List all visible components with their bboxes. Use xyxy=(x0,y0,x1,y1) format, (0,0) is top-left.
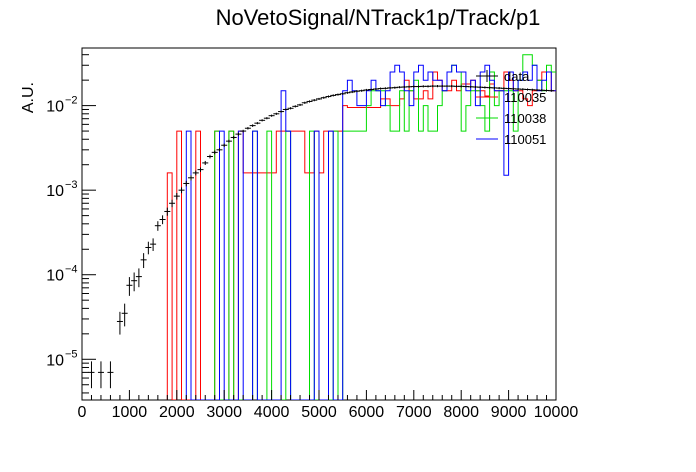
x-tick-label: 1000 xyxy=(112,404,148,421)
x-tick-label: 3000 xyxy=(206,404,242,421)
data-point xyxy=(339,92,346,95)
data-point xyxy=(154,221,161,231)
data-point xyxy=(548,89,555,92)
data-point xyxy=(150,238,157,251)
data-point xyxy=(202,160,209,165)
data-point xyxy=(230,136,237,139)
data-point xyxy=(254,122,261,125)
data-point xyxy=(140,253,147,269)
data-point xyxy=(131,272,138,292)
data-point xyxy=(344,91,351,94)
data-point xyxy=(301,101,308,104)
x-tick-label: 8000 xyxy=(443,404,479,421)
y-tick-label: 10 xyxy=(46,99,64,116)
data-point xyxy=(211,150,218,155)
y-tick-exponent: −5 xyxy=(65,348,78,360)
legend-label: 110051 xyxy=(504,132,546,147)
y-tick-exponent: −4 xyxy=(65,264,78,276)
data-point xyxy=(121,303,128,327)
data-point xyxy=(225,139,232,143)
series-layer xyxy=(166,54,556,400)
legend: data 110035 110038 110051 xyxy=(476,69,546,147)
legend-label: data xyxy=(504,69,530,84)
data-point xyxy=(273,112,280,115)
data-point xyxy=(263,117,270,120)
y-tick-exponent: −3 xyxy=(65,179,78,191)
legend-label: 110035 xyxy=(504,90,546,105)
legend-entry-110038: 110038 xyxy=(476,111,546,126)
data-point xyxy=(282,108,289,111)
data-point xyxy=(259,119,266,122)
series-110035-histogram xyxy=(166,71,556,400)
data-point xyxy=(88,361,95,389)
data-point xyxy=(297,103,304,106)
data-points-layer xyxy=(88,85,555,389)
chart-title: NoVetoSignal/NTrack1p/Track/p1 xyxy=(216,5,541,30)
data-point xyxy=(311,99,318,102)
y-axis-label: A.U. xyxy=(20,82,37,113)
y-tick-label: 10 xyxy=(46,352,64,369)
series-110038-histogram xyxy=(214,54,556,400)
legend-entry-110051: 110051 xyxy=(476,132,546,147)
x-tick-label: 9000 xyxy=(491,404,527,421)
x-tick-label: 5000 xyxy=(301,404,337,421)
legend-label: 110038 xyxy=(504,111,546,126)
data-point xyxy=(330,94,337,97)
data-point xyxy=(107,361,114,389)
data-point xyxy=(97,361,104,389)
data-point xyxy=(316,97,322,101)
data-point xyxy=(206,154,213,159)
y-tick-label: 10 xyxy=(46,268,64,285)
x-tick-label: 4000 xyxy=(254,404,290,421)
x-tick-label: 0 xyxy=(78,404,87,421)
y-tick-exponent: −2 xyxy=(65,95,78,107)
data-point xyxy=(169,199,176,208)
data-point xyxy=(358,89,365,92)
x-tick-label: 2000 xyxy=(159,404,195,421)
x-tick-label: 6000 xyxy=(349,404,385,421)
data-point xyxy=(197,167,204,172)
data-point xyxy=(216,148,223,152)
data-point xyxy=(325,95,332,98)
data-point xyxy=(221,143,228,147)
x-axis: 0 1000 2000 3000 4000 5000 6000 7000 8000 9000 100… xyxy=(78,390,579,421)
data-point xyxy=(235,132,242,136)
data-point xyxy=(240,129,247,133)
data-point xyxy=(306,100,313,103)
data-point xyxy=(178,187,185,194)
data-point xyxy=(349,90,356,94)
data-point xyxy=(244,126,251,130)
data-point xyxy=(145,241,152,255)
data-point xyxy=(192,170,199,176)
y-tick-label: 10 xyxy=(46,183,64,200)
data-point xyxy=(334,93,341,96)
data-point xyxy=(126,277,133,296)
data-point xyxy=(116,311,123,335)
data-point xyxy=(249,124,256,127)
x-tick-label: 7000 xyxy=(396,404,432,421)
data-point xyxy=(173,192,180,200)
data-point xyxy=(183,180,190,187)
data-point xyxy=(268,114,275,117)
data-point xyxy=(287,107,294,110)
series-110051-histogram xyxy=(185,64,556,400)
data-point xyxy=(320,96,327,99)
y-axis: 10−510−410−310−2 xyxy=(46,54,96,394)
legend-entry-110035: 110035 xyxy=(476,90,546,105)
x-tick-label: 10000 xyxy=(534,404,579,421)
data-point xyxy=(164,207,171,216)
data-point xyxy=(278,110,285,113)
data-point xyxy=(188,175,195,181)
legend-entry-data: data xyxy=(476,69,530,84)
data-point xyxy=(135,268,142,288)
data-point xyxy=(159,215,166,225)
data-point xyxy=(292,105,299,108)
